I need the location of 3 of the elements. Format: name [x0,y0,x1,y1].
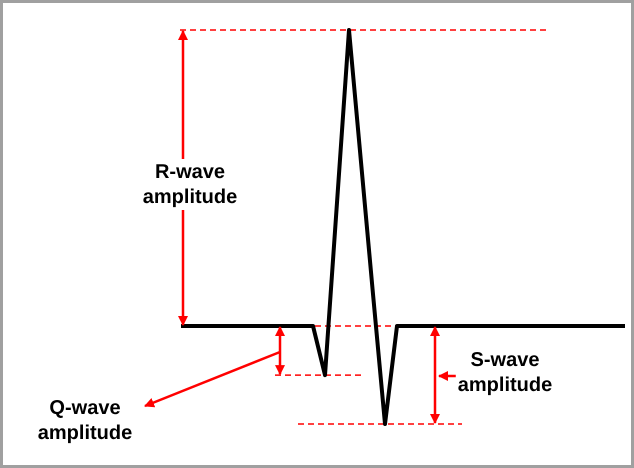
annotation: R-wave amplitude [142,161,238,208]
annotation: S-wave amplitude [458,349,552,396]
text: Q-wave amplitude [38,397,132,444]
